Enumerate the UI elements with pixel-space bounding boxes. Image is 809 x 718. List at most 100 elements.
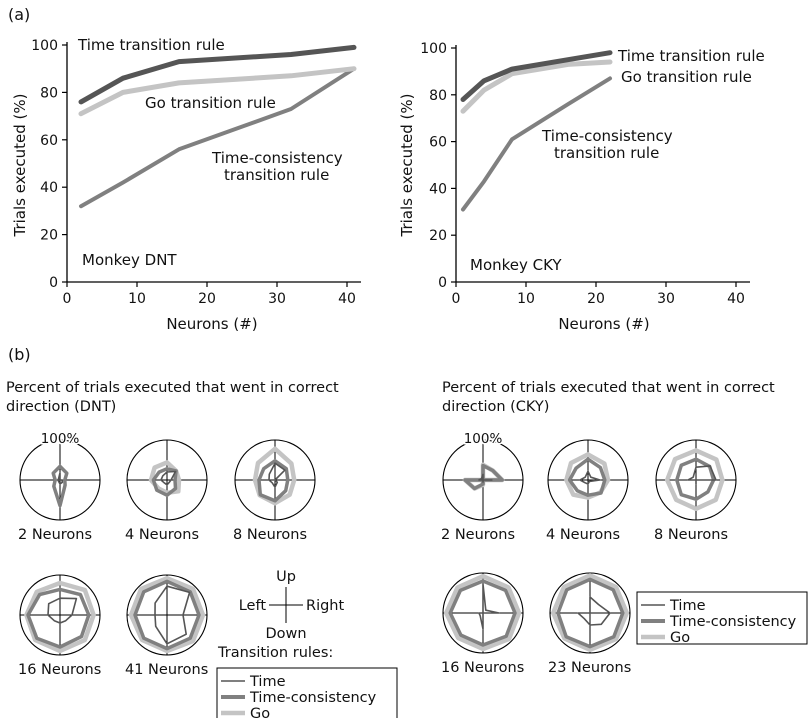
y-tick-label: 60 — [429, 135, 447, 151]
x-tick-label: 30 — [657, 291, 675, 307]
polar-trace-go — [24, 580, 96, 654]
polar-trace-time — [579, 470, 601, 485]
polar-trace-time — [160, 470, 177, 486]
polar-trace-tc — [463, 463, 504, 491]
legend-label: Time — [249, 674, 286, 690]
series-line — [78, 44, 357, 105]
neuron-count-label: 4 Neurons — [125, 527, 199, 543]
x-tick-label: 10 — [128, 291, 146, 307]
polar-max-label: 100% — [41, 431, 80, 447]
x-tick-label: 20 — [198, 291, 216, 307]
legend-title: Transition rules: — [217, 645, 333, 661]
series-label: Time-consistency transition rule — [211, 149, 343, 184]
legend-label: Go — [670, 630, 690, 646]
x-tick-label: 10 — [517, 291, 535, 307]
polar-plots-dnt: 2 Neurons 100% 4 Neurons 8 Neurons 16 Neuron… — [18, 430, 316, 678]
series-label: Go transition rule — [621, 68, 752, 86]
legend-label: Time-consistency — [669, 614, 797, 630]
line-chart-cky: 0 20 40 60 80 100 0 10 20 30 40 Time transition rul… — [398, 41, 765, 333]
line-chart-dnt: 0 20 40 60 80 100 0 10 20 30 40 Time transition rul… — [11, 36, 361, 333]
compass-left-label: Left — [239, 598, 267, 614]
compass-down-label: Down — [265, 626, 306, 642]
polar-plot: 2 Neurons 100% — [441, 430, 524, 543]
polar-trace-time — [47, 597, 78, 624]
polar-plot: 2 Neurons 100% — [18, 430, 101, 543]
x-axis-label: Neurons (#) — [558, 315, 649, 333]
y-tick-label: 0 — [438, 275, 447, 291]
polar-plot: 16 Neurons — [441, 572, 524, 676]
polar-trace-time — [154, 585, 191, 645]
series-label: Time transition rule — [617, 47, 765, 65]
legend-box — [216, 667, 398, 718]
x-tick-label: 20 — [587, 291, 605, 307]
neuron-count-label: 4 Neurons — [546, 527, 620, 543]
neuron-count-label: 8 Neurons — [233, 527, 307, 543]
neuron-count-label: 16 Neurons — [441, 660, 524, 676]
monkey-label: Monkey DNT — [82, 251, 177, 269]
polar-trace-go — [443, 573, 522, 652]
y-axis-label: Trials executed (%) — [398, 94, 416, 238]
polar-trace-go — [664, 448, 725, 512]
x-tick-label: 30 — [268, 291, 286, 307]
x-tick-label: 0 — [63, 291, 72, 307]
series-label: Time-consistency transition rule — [541, 127, 673, 162]
polar-trace-tc — [257, 459, 290, 503]
series-line — [460, 50, 613, 102]
polar-trace-time — [478, 583, 500, 630]
panel-a-label: (a) — [8, 5, 30, 24]
polar-trace-tc — [51, 464, 69, 508]
y-tick-label: 20 — [40, 228, 58, 244]
compass-up-label: Up — [276, 569, 296, 585]
x-tick-label: 0 — [452, 291, 461, 307]
x-axis-label: Neurons (#) — [166, 315, 257, 333]
polar-trace-tc — [675, 457, 716, 501]
polar-trace-time — [57, 471, 64, 485]
y-tick-label: 80 — [40, 85, 58, 101]
polar-plot: 41 Neurons — [125, 574, 208, 678]
polar-trace-tc — [567, 457, 607, 497]
polar-trace-tc — [151, 467, 178, 497]
polar-plot: 4 Neurons — [546, 439, 629, 543]
polar-trace-time — [687, 465, 717, 485]
y-tick-label: 100 — [420, 41, 447, 57]
x-tick-label: 40 — [727, 291, 745, 307]
series-line — [78, 66, 357, 117]
polar-trace-time — [577, 596, 611, 626]
series-label: Go transition rule — [145, 94, 276, 112]
polar-trace-tc — [26, 587, 91, 649]
y-tick-label: 100 — [31, 38, 58, 54]
legend-label: Time-consistency — [249, 690, 377, 706]
polar-plot: 8 Neurons — [654, 439, 737, 543]
y-axis-label: Trials executed (%) — [11, 94, 29, 238]
monkey-label: Monkey CKY — [470, 256, 562, 274]
compass-right-label: Right — [306, 598, 344, 614]
neuron-count-label: 23 Neurons — [548, 660, 631, 676]
polar-plot: 4 Neurons — [125, 439, 208, 543]
series-line — [460, 59, 613, 114]
series-line — [79, 66, 356, 209]
polar-plot: 16 Neurons — [18, 574, 101, 678]
legend-label: Go — [250, 706, 270, 718]
polar-trace-tc — [133, 579, 201, 651]
polar-trace-go — [550, 573, 630, 653]
x-tick-label: 40 — [338, 291, 356, 307]
legend-label: Time — [669, 598, 706, 614]
y-tick-label: 40 — [429, 181, 447, 197]
polar-trace-tc — [556, 577, 625, 649]
y-tick-label: 20 — [429, 228, 447, 244]
polar-trace-time — [478, 473, 493, 483]
series-line — [461, 76, 612, 212]
neuron-count-label: 41 Neurons — [125, 662, 208, 678]
neuron-count-label: 2 Neurons — [441, 527, 515, 543]
polar-plots-cky: 2 Neurons 100% 4 Neurons 8 Neurons 16 Neuron… — [441, 430, 737, 676]
neuron-count-label: 16 Neurons — [18, 662, 101, 678]
y-tick-label: 40 — [40, 180, 58, 196]
neuron-count-label: 8 Neurons — [654, 527, 728, 543]
panel-b-label: (b) — [8, 345, 31, 364]
polar-caption-dnt: Percent of trials executed that went in … — [6, 380, 339, 415]
polar-caption-cky: Percent of trials executed that went in … — [442, 380, 775, 415]
polar-plot: 23 Neurons — [548, 572, 631, 676]
